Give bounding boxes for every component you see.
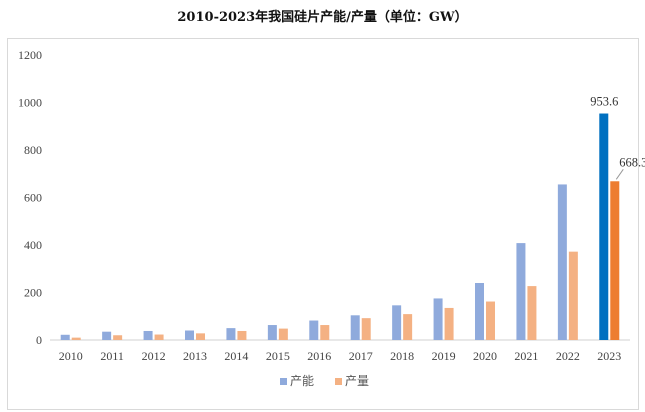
bar-capacity-2023 bbox=[599, 113, 609, 341]
bar-capacity-2017 bbox=[350, 315, 360, 340]
x-tick-label: 2018 bbox=[390, 349, 414, 363]
x-tick-label: 2010 bbox=[59, 349, 83, 363]
bar-capacity-2018 bbox=[392, 305, 402, 340]
y-tick-label: 800 bbox=[24, 143, 42, 157]
bar-capacity-2019 bbox=[433, 298, 443, 340]
x-tick-label: 2017 bbox=[349, 349, 373, 363]
bar-capacity-2012 bbox=[143, 330, 153, 340]
legend-label: 产量 bbox=[345, 374, 369, 388]
bar-capacity-2010 bbox=[60, 334, 70, 340]
legend-label: 产能 bbox=[290, 374, 314, 388]
x-tick-label: 2016 bbox=[307, 349, 331, 363]
bar-production-2013 bbox=[196, 333, 205, 340]
chart-title: 2010-2023年我国硅片产能/产量（单位：GW） bbox=[177, 10, 468, 25]
bar-production-2014 bbox=[237, 330, 247, 340]
bar-capacity-2022 bbox=[557, 184, 567, 340]
leader-line bbox=[615, 168, 624, 180]
x-tick-label: 2022 bbox=[556, 349, 580, 363]
bar-production-2016 bbox=[320, 325, 330, 340]
bar-capacity-2014 bbox=[226, 328, 236, 340]
x-tick-label: 2021 bbox=[514, 349, 538, 363]
bar-production-2015 bbox=[278, 328, 288, 340]
y-tick-label: 1000 bbox=[18, 96, 42, 110]
y-tick-label: 400 bbox=[24, 238, 42, 252]
x-tick-label: 2013 bbox=[183, 349, 207, 363]
chart-frame bbox=[7, 38, 639, 410]
x-tick-label: 2012 bbox=[142, 349, 166, 363]
bar-production-2011 bbox=[113, 335, 123, 340]
bar-capacity-2013 bbox=[185, 330, 194, 340]
bar-production-2010 bbox=[71, 337, 81, 340]
x-tick-label: 2019 bbox=[432, 349, 456, 363]
bar-production-2022 bbox=[568, 251, 578, 340]
bar-production-2020 bbox=[486, 301, 495, 340]
legend-swatch-1 bbox=[335, 378, 342, 385]
bar-production-2012 bbox=[154, 334, 164, 340]
bar-production-2021 bbox=[527, 286, 537, 340]
bar-production-2023 bbox=[610, 181, 620, 340]
data-label: 953.6 bbox=[590, 95, 618, 109]
legend-swatch-0 bbox=[280, 378, 287, 385]
x-tick-label: 2015 bbox=[266, 349, 290, 363]
bar-production-2019 bbox=[444, 307, 454, 340]
bar-capacity-2015 bbox=[267, 325, 277, 340]
bar-capacity-2020 bbox=[475, 283, 484, 340]
x-tick-label: 2023 bbox=[597, 349, 621, 363]
data-label: 668.3 bbox=[619, 155, 645, 169]
x-tick-label: 2014 bbox=[224, 349, 248, 363]
x-tick-label: 2011 bbox=[100, 349, 124, 363]
y-tick-label: 1200 bbox=[18, 48, 42, 62]
x-tick-label: 2020 bbox=[473, 349, 497, 363]
bar-production-2017 bbox=[361, 318, 371, 340]
bar-capacity-2011 bbox=[102, 331, 112, 340]
y-tick-label: 0 bbox=[36, 333, 42, 347]
y-tick-label: 600 bbox=[24, 191, 42, 205]
bar-capacity-2021 bbox=[516, 243, 526, 340]
y-tick-label: 200 bbox=[24, 286, 42, 300]
bar-production-2018 bbox=[403, 314, 413, 340]
bar-capacity-2016 bbox=[309, 320, 319, 340]
